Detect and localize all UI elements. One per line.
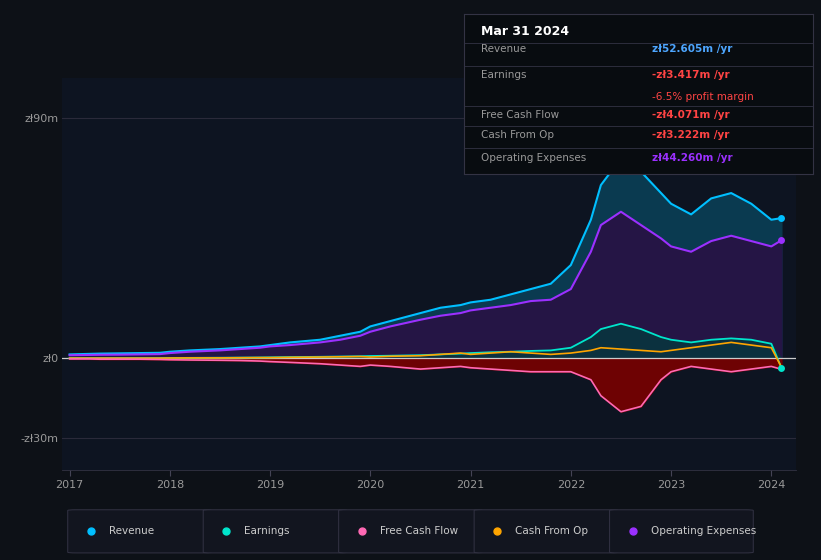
Text: -zł4.071m /yr: -zł4.071m /yr [653, 110, 730, 120]
Text: Mar 31 2024: Mar 31 2024 [481, 25, 570, 38]
FancyBboxPatch shape [475, 510, 617, 553]
Text: Earnings: Earnings [481, 71, 527, 81]
Text: -6.5% profit margin: -6.5% profit margin [653, 92, 754, 102]
Text: Revenue: Revenue [481, 44, 526, 54]
Text: Cash From Op: Cash From Op [516, 526, 588, 536]
Text: zł52.605m /yr: zł52.605m /yr [653, 44, 732, 54]
Text: Cash From Op: Cash From Op [481, 130, 554, 141]
Text: Operating Expenses: Operating Expenses [481, 153, 586, 162]
Text: Earnings: Earnings [245, 526, 290, 536]
Text: -zł3.222m /yr: -zł3.222m /yr [653, 130, 730, 141]
Text: Revenue: Revenue [108, 526, 154, 536]
Text: Free Cash Flow: Free Cash Flow [380, 526, 458, 536]
Text: zł44.260m /yr: zł44.260m /yr [653, 153, 733, 162]
FancyBboxPatch shape [338, 510, 482, 553]
FancyBboxPatch shape [67, 510, 212, 553]
Text: -zł3.417m /yr: -zł3.417m /yr [653, 71, 730, 81]
FancyBboxPatch shape [609, 510, 754, 553]
Text: Operating Expenses: Operating Expenses [650, 526, 756, 536]
Text: Free Cash Flow: Free Cash Flow [481, 110, 559, 120]
FancyBboxPatch shape [203, 510, 346, 553]
